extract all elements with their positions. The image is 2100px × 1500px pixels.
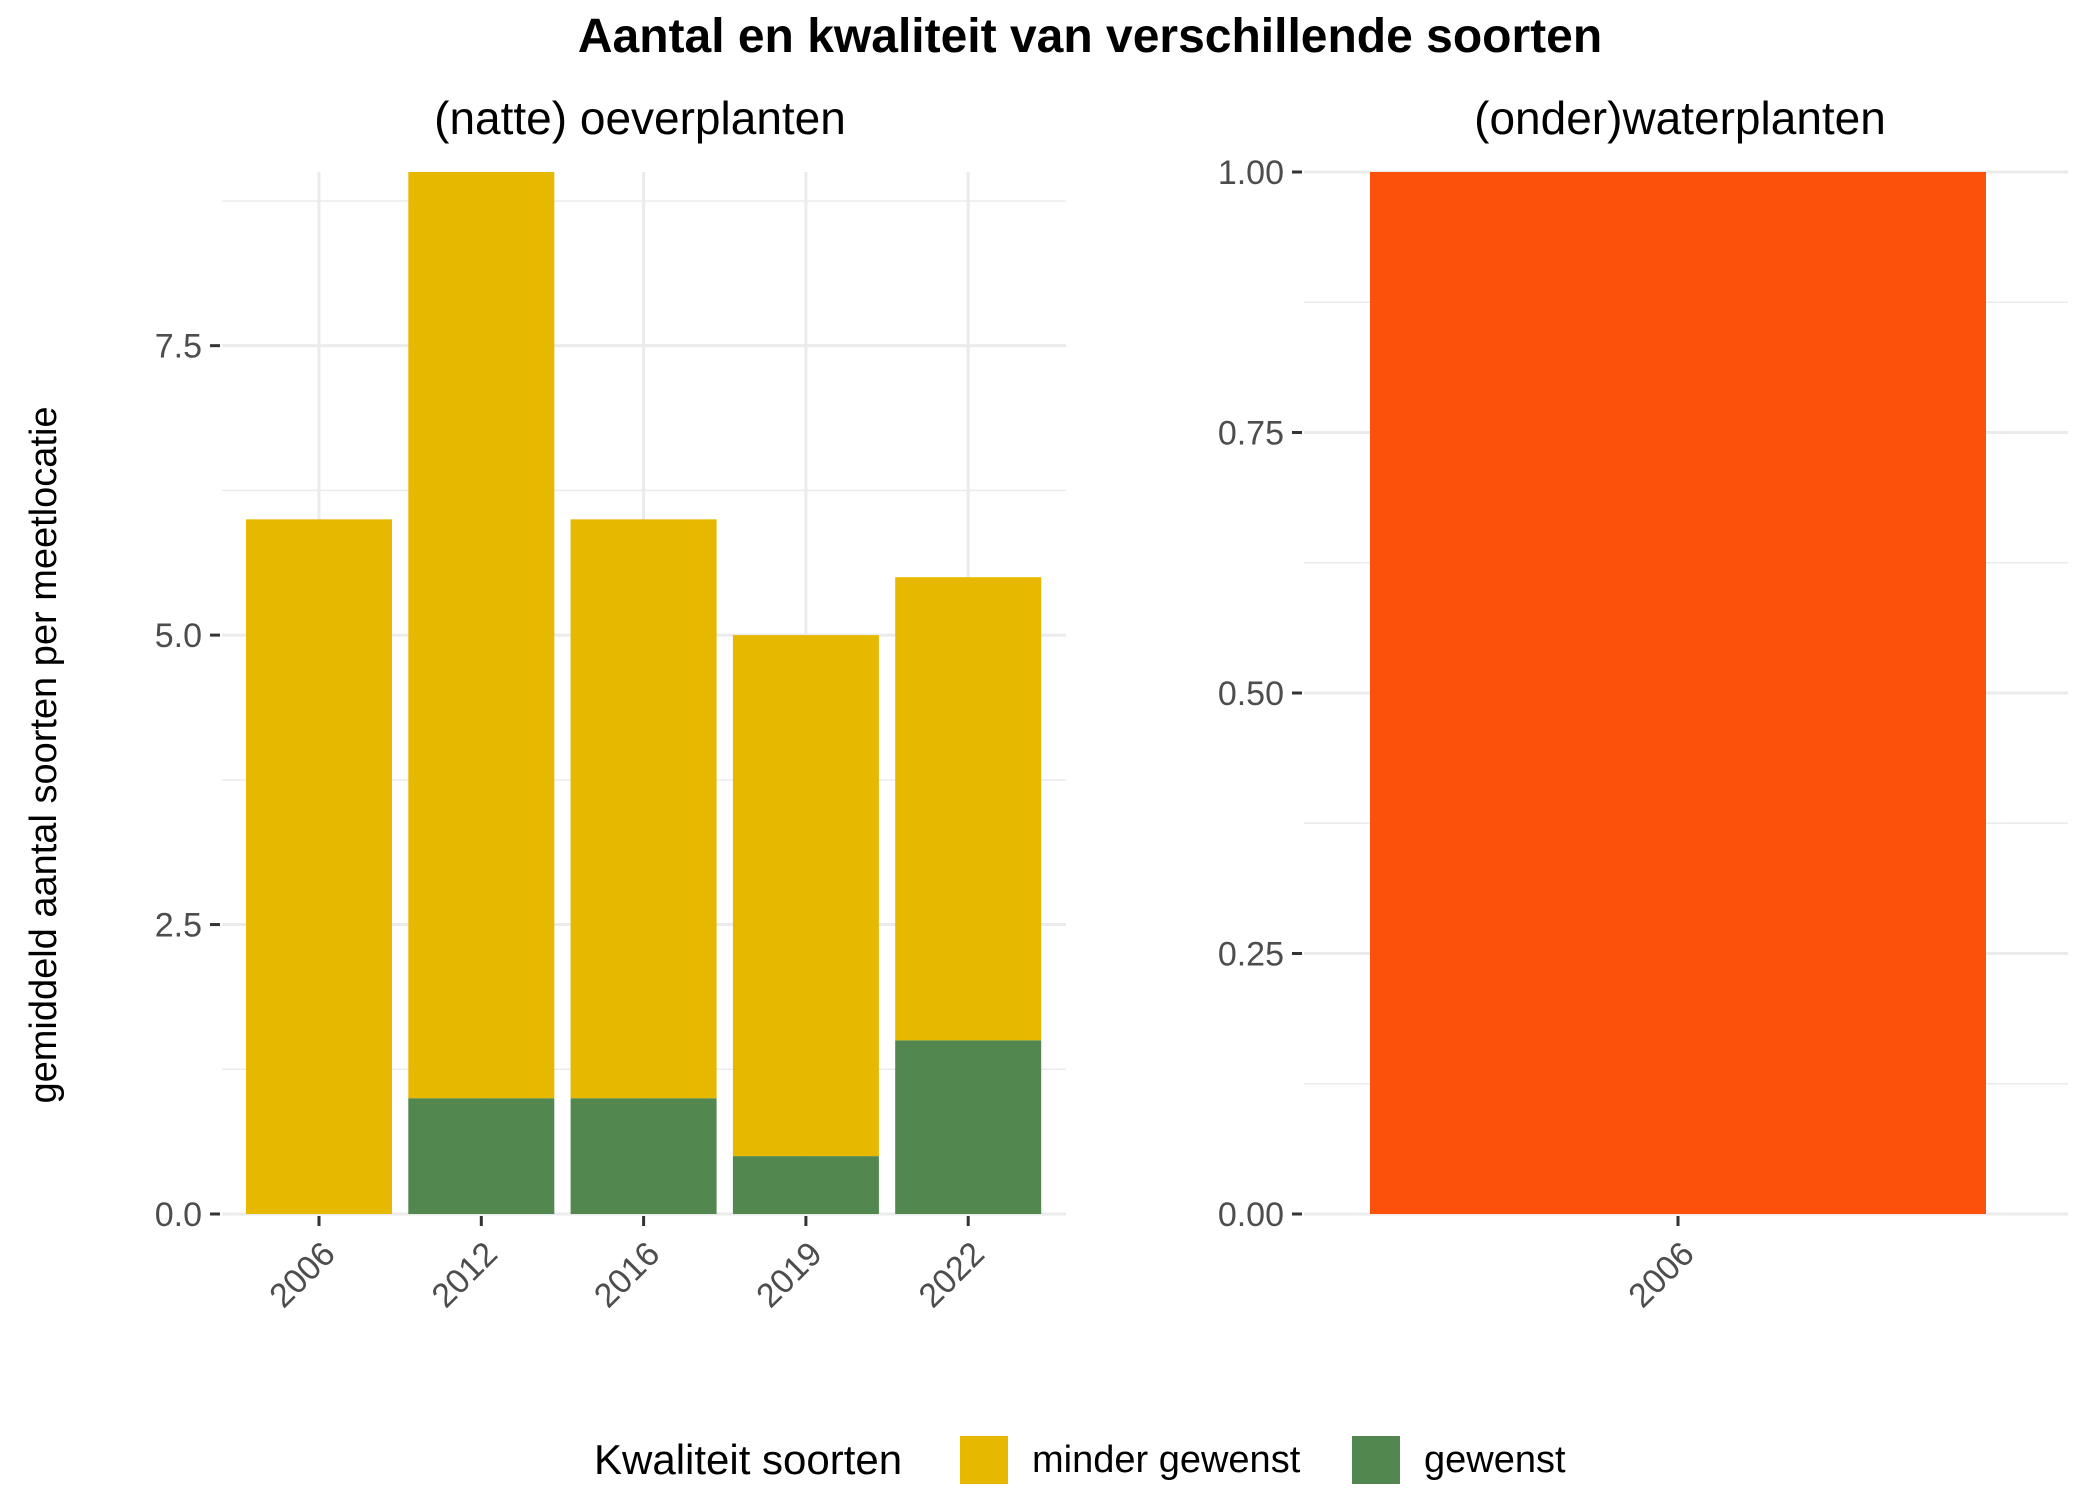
panel-oeverplanten: (natte) oeverplanten 0.0 2.5 5.0 7.5 2006 201…	[155, 92, 1066, 1315]
panel-title-oeverplanten: (natte) oeverplanten	[434, 92, 846, 144]
bar-minder-gewenst-2016	[570, 519, 717, 1099]
y-tick-label: 2.5	[155, 907, 202, 945]
y-tick-label: 5.0	[155, 617, 202, 655]
y-tick-label: 0.0	[155, 1196, 202, 1234]
legend-label-gewenst: gewenst	[1424, 1439, 1566, 1481]
bar-gewenst-2016	[570, 1098, 717, 1214]
legend-title: Kwaliteit soorten	[594, 1436, 902, 1483]
bar-gewenst-2022	[895, 1040, 1042, 1214]
y-tick-label: 0.75	[1218, 415, 1284, 453]
panel-onderwaterplanten: (onder)waterplanten 0.00 0.25 0.50 0.75 1.00…	[1218, 92, 2068, 1315]
legend-swatch-gewenst	[1352, 1436, 1400, 1484]
bar-gewenst-2019	[732, 1156, 879, 1214]
legend-swatch-minder-gewenst	[960, 1436, 1008, 1484]
y-axis-title: gemiddeld aantal soorten per meetlocatie	[23, 406, 65, 1103]
x-tick-label: 2016	[587, 1235, 667, 1315]
bar-minder-gewenst-2006	[246, 519, 392, 1214]
x-tick-label: 2019	[749, 1235, 829, 1315]
legend-label-minder-gewenst: minder gewenst	[1032, 1439, 1301, 1481]
bar-onderwaterplanten-2006	[1370, 172, 1986, 1214]
bar-minder-gewenst-2012	[408, 172, 555, 1099]
panel-title-onderwaterplanten: (onder)waterplanten	[1474, 92, 1886, 144]
y-tick-label: 7.5	[155, 328, 202, 366]
y-tick-label: 1.00	[1218, 154, 1284, 192]
y-tick-label: 0.25	[1218, 936, 1284, 974]
x-tick-label: 2022	[912, 1235, 992, 1315]
bar-minder-gewenst-2019	[732, 635, 879, 1157]
y-tick-label: 0.00	[1218, 1196, 1284, 1234]
legend: Kwaliteit soorten minder gewenst gewenst	[594, 1436, 1566, 1484]
x-tick-label: 2012	[425, 1235, 505, 1315]
chart-title: Aantal en kwaliteit van verschillende so…	[578, 10, 1602, 63]
x-tick-label: 2006	[262, 1235, 342, 1315]
y-tick-label: 0.50	[1218, 675, 1284, 713]
x-tick-label: 2006	[1621, 1235, 1701, 1315]
bar-gewenst-2012	[408, 1098, 555, 1214]
bar-minder-gewenst-2022	[895, 577, 1042, 1041]
